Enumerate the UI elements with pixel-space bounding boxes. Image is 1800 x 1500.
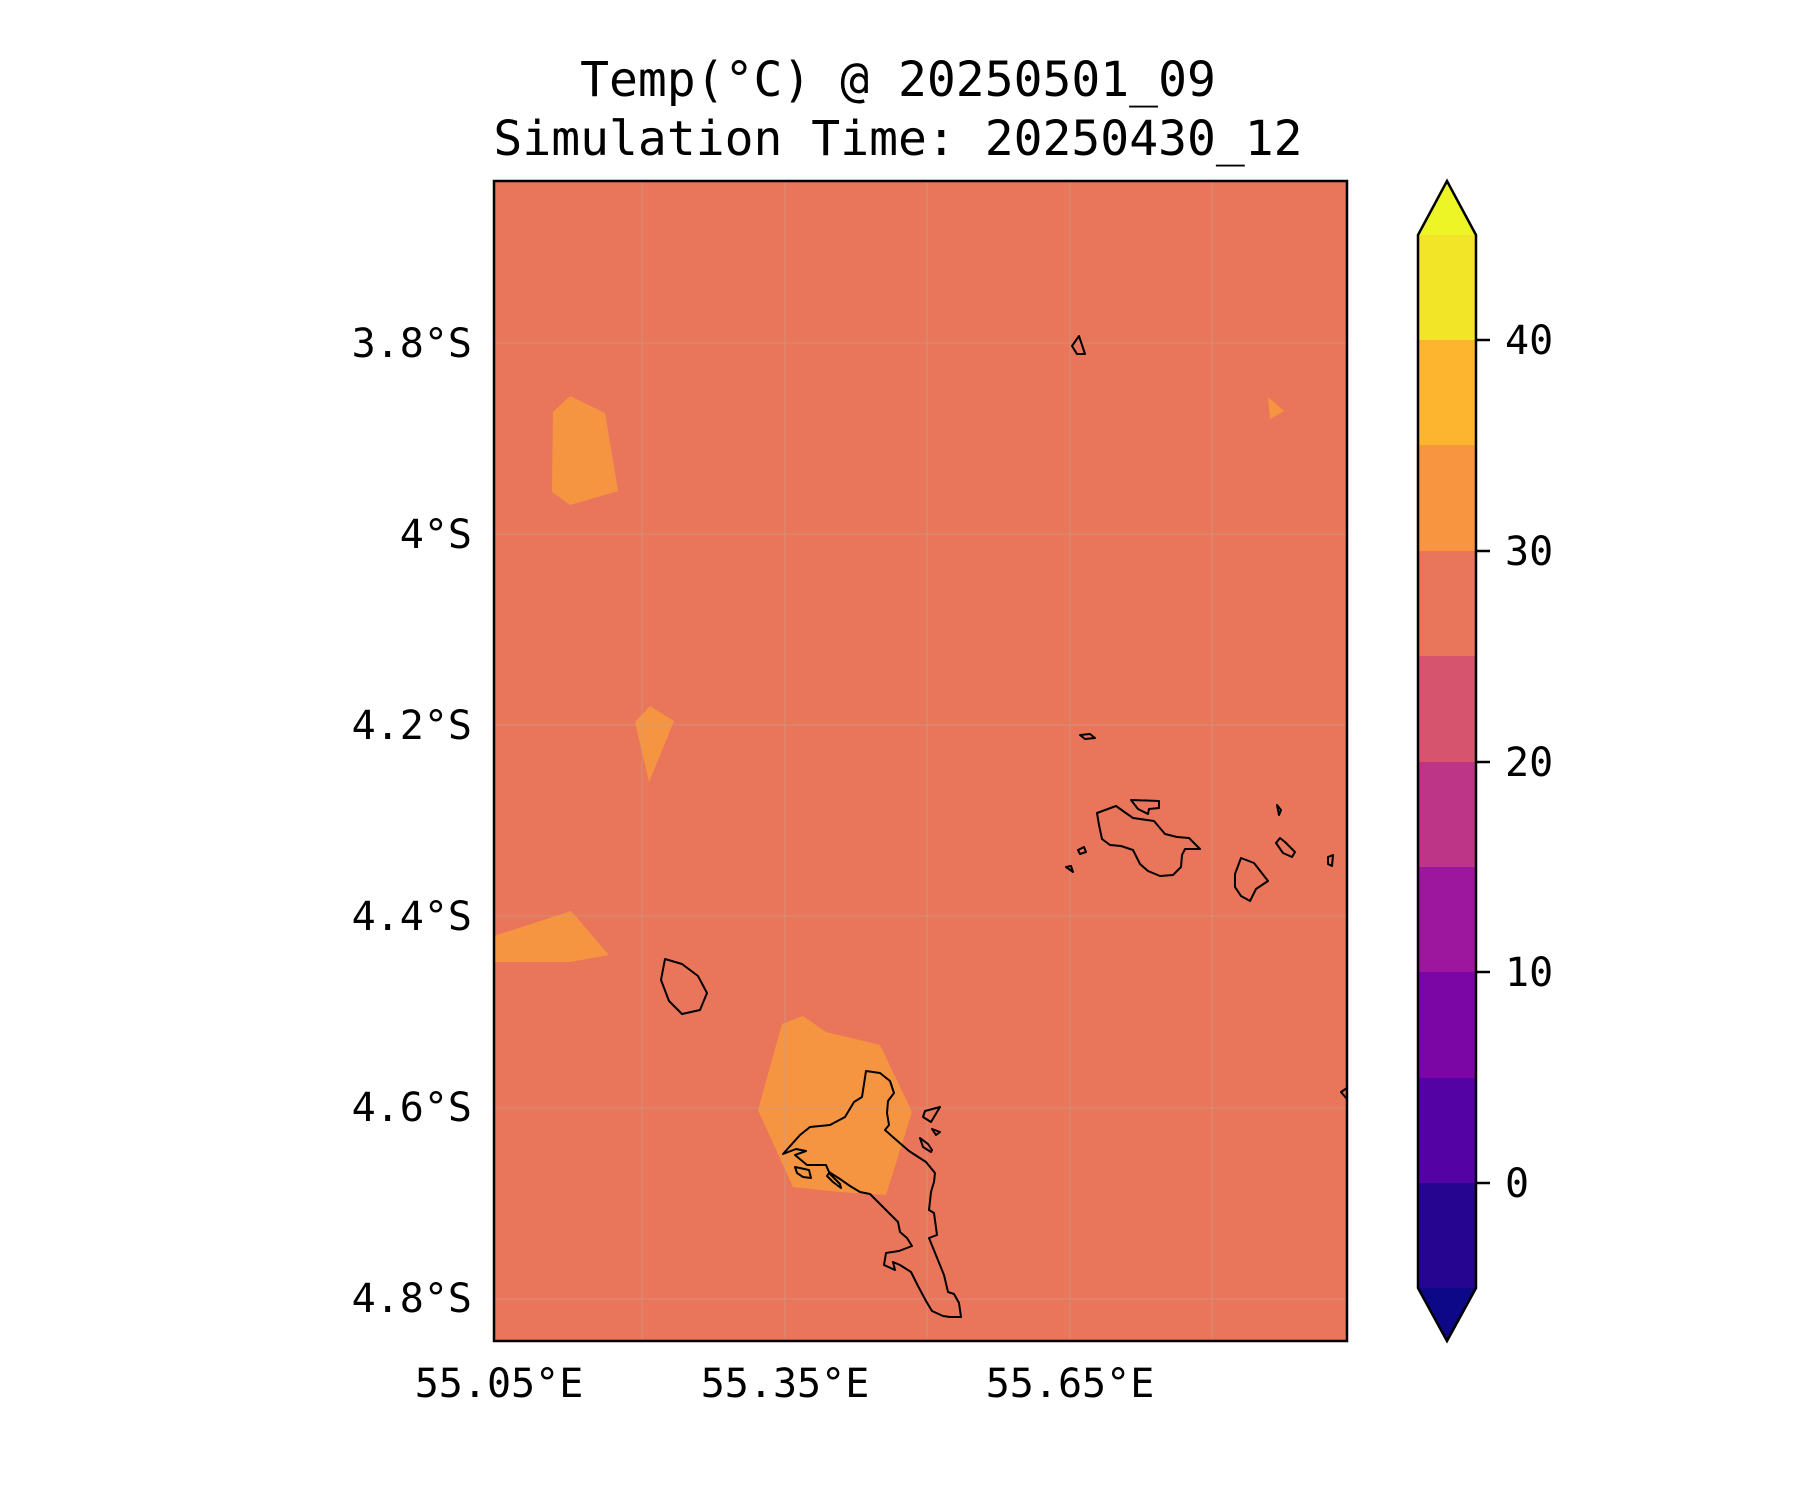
- warm-patch: [758, 1016, 912, 1195]
- island-outline: [1234, 857, 1269, 902]
- colorbar-ticks: [1476, 338, 1490, 1185]
- colorbar-band: [1418, 445, 1476, 551]
- colorbar-tick-label: 10: [1505, 950, 1553, 996]
- x-axis: 55.05°E 55.35°E 55.65°E: [415, 1361, 1155, 1407]
- warm-patch: [552, 396, 618, 505]
- warm-patch: [1268, 397, 1284, 419]
- colorbar-band: [1418, 972, 1476, 1078]
- colorbar-extend-max: [1418, 181, 1476, 235]
- island-outline: [1077, 846, 1087, 855]
- colorbar-tick-label: 30: [1505, 529, 1553, 575]
- y-tick-label: 4.6°S: [352, 1085, 472, 1131]
- colorbar: 40 30 20 10 0: [1416, 178, 1553, 1344]
- x-tick-label: 55.65°E: [986, 1361, 1155, 1407]
- island-outline: [1079, 733, 1096, 740]
- y-tick-label: 4.4°S: [352, 894, 472, 940]
- map-panel: [492, 179, 1349, 1343]
- colorbar-band: [1418, 656, 1476, 762]
- temperature-field: [494, 181, 1347, 1341]
- grid-lines: [494, 181, 1347, 1341]
- island-outline: [919, 1137, 933, 1153]
- colorbar-tick-label: 0: [1505, 1161, 1529, 1207]
- colorbar-outline: [1416, 178, 1478, 1344]
- colorbar-band: [1418, 340, 1476, 446]
- y-tick-label: 3.8°S: [352, 321, 472, 367]
- warm-patch: [494, 911, 609, 962]
- title-line-2: Simulation Time: 20250430_12: [493, 111, 1302, 167]
- x-tick-label: 55.35°E: [701, 1361, 870, 1407]
- map-frame: [492, 179, 1349, 1343]
- island-outline: [826, 1172, 842, 1189]
- island-outline: [660, 958, 708, 1015]
- colorbar-tick-label: 20: [1505, 740, 1553, 786]
- island-outline: [922, 1106, 941, 1123]
- colorbar-band: [1418, 1183, 1476, 1289]
- title-line-1: Temp(°C) @ 20250501_09: [580, 52, 1216, 108]
- colorbar-band: [1418, 867, 1476, 973]
- island-outline: [1276, 804, 1282, 816]
- island-outline: [1275, 837, 1296, 858]
- colorbar-band: [1418, 551, 1476, 657]
- island-outline: [794, 1166, 812, 1179]
- colorbar-band: [1418, 762, 1476, 868]
- x-tick-label: 55.05°E: [415, 1361, 584, 1407]
- colorbar-tick-label: 40: [1505, 318, 1553, 364]
- y-tick-label: 4°S: [400, 512, 472, 558]
- colorbar-band: [1418, 235, 1476, 341]
- colorbar-band: [1418, 1078, 1476, 1184]
- island-outline: [1096, 805, 1201, 877]
- island-outline: [1071, 335, 1086, 355]
- y-axis: 3.8°S 4°S 4.2°S 4.4°S 4.6°S 4.8°S: [352, 321, 472, 1322]
- island-outline: [1130, 799, 1160, 815]
- island-outline: [1065, 865, 1074, 873]
- island-outline: [1327, 854, 1334, 867]
- y-tick-label: 4.8°S: [352, 1276, 472, 1322]
- y-tick-label: 4.2°S: [352, 703, 472, 749]
- coastlines: [660, 335, 1348, 1318]
- colorbar-labels: 40 30 20 10 0: [1505, 318, 1553, 1207]
- island-outline: [931, 1128, 941, 1136]
- main-island-outline: [782, 1070, 962, 1318]
- colorbar-extend-min: [1418, 1288, 1476, 1341]
